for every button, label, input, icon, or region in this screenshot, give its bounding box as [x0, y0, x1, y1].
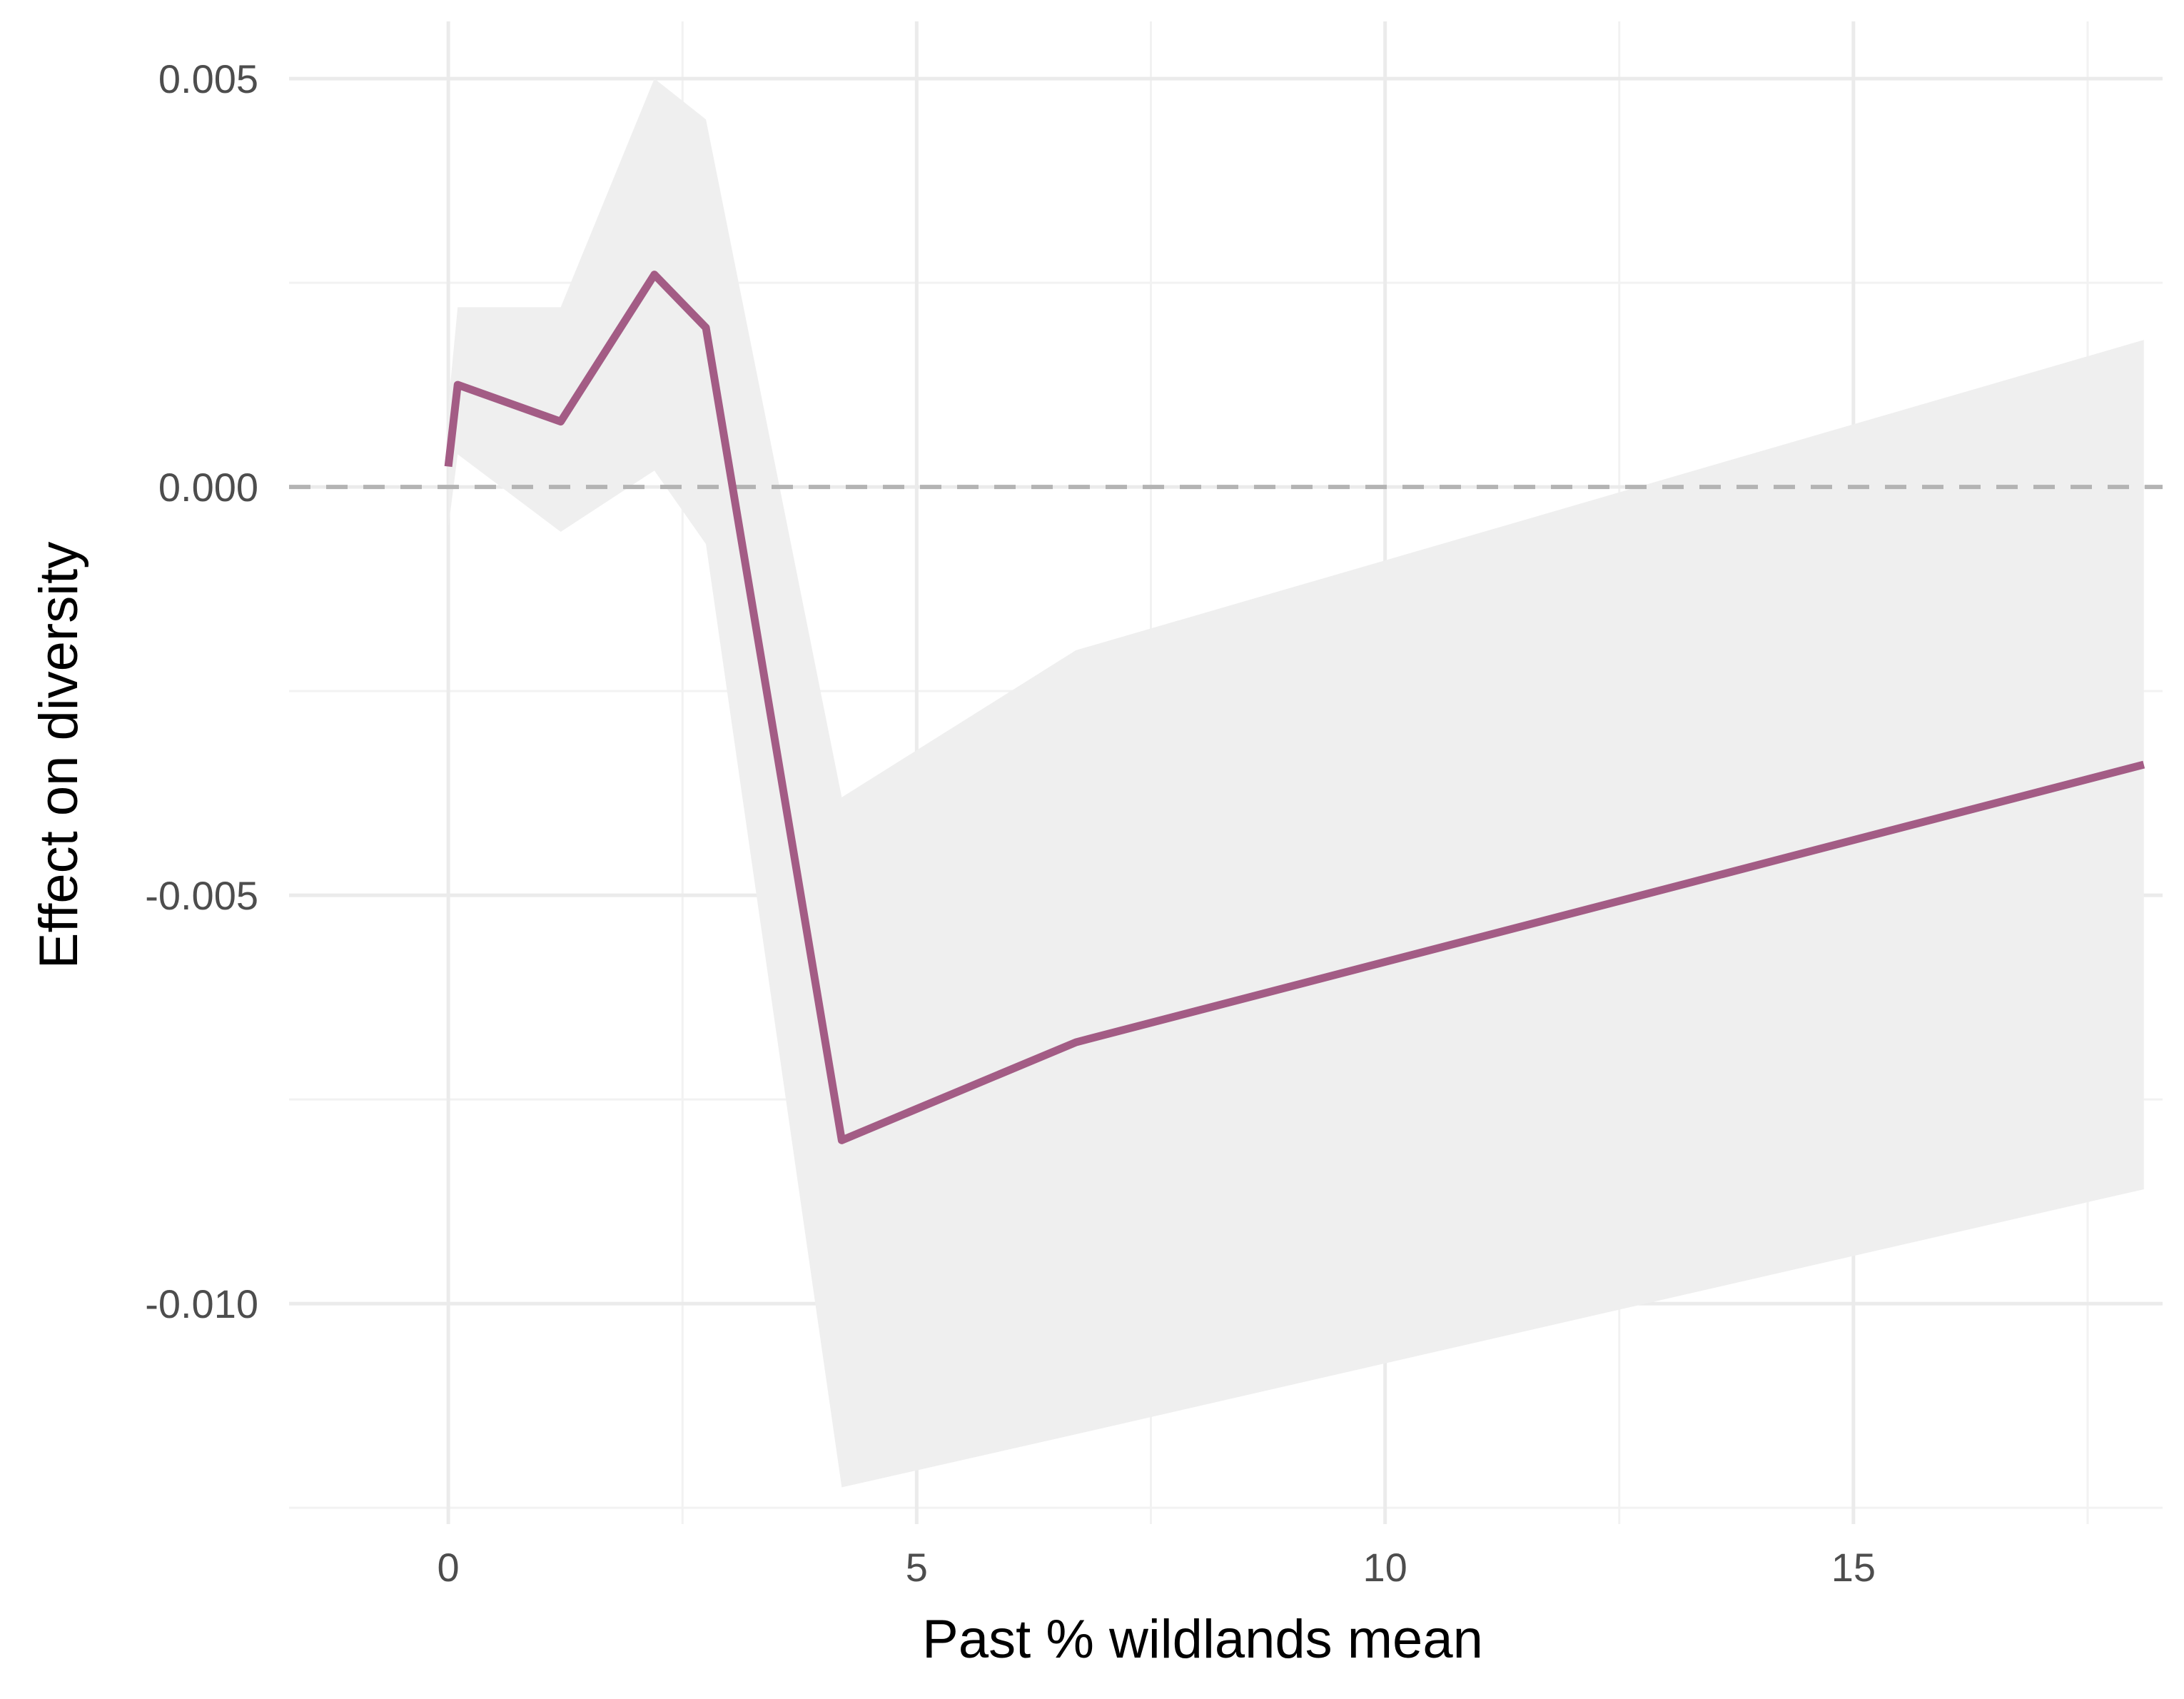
y-tick-label: 0.000	[158, 465, 258, 510]
x-axis-title: Past % wildlands mean	[922, 1609, 1483, 1670]
y-axis-title: Effect on diversity	[29, 542, 89, 969]
x-tick-label: 10	[1363, 1545, 1407, 1590]
y-axis-tick-labels: 0.005 0.000 -0.005 -0.010	[145, 56, 258, 1326]
x-tick-label: 15	[1831, 1545, 1876, 1590]
x-tick-label: 5	[906, 1545, 928, 1590]
confidence-band-layer	[448, 79, 2144, 1488]
effect-line	[444, 271, 2145, 1144]
y-tick-label: -0.010	[145, 1281, 258, 1326]
y-tick-label: 0.005	[158, 56, 258, 101]
series-line-layer	[444, 271, 2145, 1144]
confidence-band	[448, 79, 2144, 1488]
x-axis-tick-labels: 0 5 10 15	[438, 1545, 1876, 1590]
y-tick-label: -0.005	[145, 873, 258, 918]
x-tick-label: 0	[438, 1545, 460, 1590]
